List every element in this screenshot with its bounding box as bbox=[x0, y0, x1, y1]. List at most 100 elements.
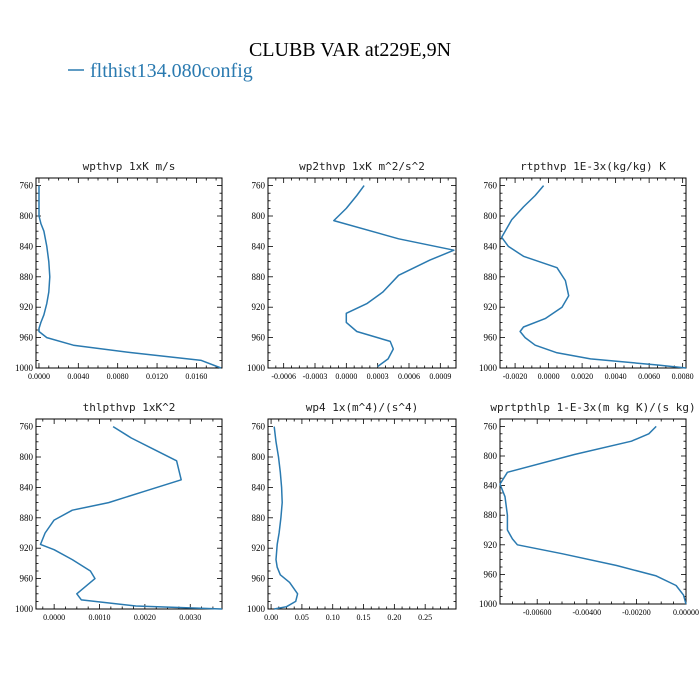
figure-legend: flthist134.080config bbox=[68, 60, 253, 82]
x-tick-label: 0.00000 bbox=[673, 608, 699, 617]
panel-title: wpthvp 1xK m/s bbox=[83, 160, 176, 173]
y-tick-label: 760 bbox=[20, 422, 34, 432]
y-tick-label: 840 bbox=[252, 482, 266, 492]
chart-panel-3: rtpthvp 1E-3x(kg/kg) K 760 800 840 880 920 960… bbox=[479, 160, 694, 381]
y-tick-label: 1000 bbox=[479, 599, 498, 609]
x-tick-label: 0.0080 bbox=[107, 372, 129, 381]
chart-panel-5: wp4 1x(m^4)/(s^4)76080084088092096010000… bbox=[247, 401, 457, 622]
series-line bbox=[39, 425, 223, 610]
y-tick-label: 960 bbox=[20, 574, 34, 584]
panel-title: wprtpthlp 1-E-3x(m kg K)/(s kg) bbox=[490, 401, 695, 414]
y-tick-label: 840 bbox=[20, 482, 34, 492]
x-tick-label: 0.0010 bbox=[89, 613, 111, 622]
y-tick-label: 920 bbox=[252, 543, 266, 553]
y-tick-label: 760 bbox=[252, 422, 266, 432]
chart-panel-6: wprtpthlp 1-E-3x(m kg K)/(s kg) 760 800 840… bbox=[479, 401, 699, 617]
x-tick-label: 0.0040 bbox=[605, 372, 627, 381]
y-tick-label: 960 bbox=[484, 333, 498, 343]
y-tick-label: 880 bbox=[20, 272, 34, 282]
plot-frame bbox=[499, 418, 687, 605]
x-tick-label: 0.0000 bbox=[335, 372, 357, 381]
y-tick-label: 840 bbox=[484, 241, 498, 251]
x-tick-label: 0.0006 bbox=[398, 372, 420, 381]
x-tick-label: -0.0003 bbox=[303, 372, 328, 381]
x-tick-label: 0.0120 bbox=[146, 372, 168, 381]
y-tick-label: 880 bbox=[252, 513, 266, 523]
plot-frame bbox=[35, 418, 223, 610]
y-tick-label: 880 bbox=[484, 272, 498, 282]
y-tick-label: 800 bbox=[252, 452, 266, 462]
x-tick-label: 0.0020 bbox=[134, 613, 156, 622]
y-tick-label: 960 bbox=[484, 569, 498, 579]
series-line bbox=[38, 185, 222, 369]
y-tick-label: 800 bbox=[252, 211, 266, 221]
y-tick-label: 920 bbox=[20, 543, 34, 553]
series-line bbox=[499, 425, 687, 605]
x-tick-label: 0.15 bbox=[357, 613, 371, 622]
plot-frame bbox=[267, 177, 457, 369]
y-tick-label: 760 bbox=[252, 181, 266, 191]
x-tick-label: -0.00400 bbox=[572, 608, 601, 617]
y-tick-label: 1000 bbox=[247, 363, 266, 373]
x-tick-label: 0.0000 bbox=[43, 613, 65, 622]
x-tick-label: 0.0060 bbox=[638, 372, 660, 381]
plot-frame bbox=[499, 177, 687, 369]
x-tick-label: 0.0020 bbox=[571, 372, 593, 381]
x-tick-label: -0.0006 bbox=[271, 372, 296, 381]
x-tick-label: 0.0000 bbox=[538, 372, 560, 381]
panel-title: wp2thvp 1xK m^2/s^2 bbox=[299, 160, 425, 173]
y-tick-label: 960 bbox=[20, 333, 34, 343]
y-tick-label: 1000 bbox=[479, 363, 498, 373]
x-tick-label: 0.05 bbox=[295, 613, 309, 622]
x-tick-label: 0.0030 bbox=[179, 613, 201, 622]
y-tick-label: 840 bbox=[20, 241, 34, 251]
panel-title: wp4 1x(m^4)/(s^4) bbox=[306, 401, 419, 414]
y-tick-label: 800 bbox=[484, 451, 498, 461]
y-tick-label: 880 bbox=[484, 510, 498, 520]
x-tick-label: 0.0160 bbox=[185, 372, 207, 381]
y-tick-label: 920 bbox=[484, 302, 498, 312]
legend-label: flthist134.080config bbox=[90, 60, 253, 82]
panel-title: thlpthvp 1xK^2 bbox=[83, 401, 176, 414]
panel-title: rtpthvp 1E-3x(kg/kg) K bbox=[520, 160, 666, 173]
y-tick-label: 1000 bbox=[247, 604, 266, 614]
figure-title: CLUBB VAR at229E,9N bbox=[249, 39, 451, 61]
series-line bbox=[273, 426, 299, 610]
y-tick-label: 880 bbox=[20, 513, 34, 523]
y-tick-label: 920 bbox=[484, 540, 498, 550]
y-tick-label: 880 bbox=[252, 272, 266, 282]
plot-frame bbox=[267, 418, 457, 610]
y-tick-label: 800 bbox=[20, 211, 34, 221]
x-tick-label: 0.0080 bbox=[672, 372, 694, 381]
y-tick-label: 960 bbox=[252, 333, 266, 343]
x-tick-label: -0.0020 bbox=[503, 372, 528, 381]
y-tick-label: 920 bbox=[20, 302, 34, 312]
x-tick-label: 0.0003 bbox=[367, 372, 389, 381]
y-tick-label: 760 bbox=[484, 181, 498, 191]
x-tick-label: 0.0040 bbox=[67, 372, 89, 381]
x-tick-label: -0.00600 bbox=[523, 608, 552, 617]
series-line bbox=[500, 185, 687, 369]
y-tick-label: 920 bbox=[252, 302, 266, 312]
y-tick-label: 840 bbox=[484, 481, 498, 491]
x-tick-label: 0.25 bbox=[418, 613, 432, 622]
y-tick-label: 1000 bbox=[15, 604, 34, 614]
plot-frame bbox=[35, 177, 223, 369]
x-tick-label: -0.00200 bbox=[622, 608, 651, 617]
x-tick-label: 0.00 bbox=[264, 613, 278, 622]
x-tick-label: 0.10 bbox=[326, 613, 340, 622]
chart-panel-4: thlpthvp 1xK^2 760 800 840 880 920 960 1000 0.00… bbox=[15, 401, 223, 622]
x-tick-label: 0.0009 bbox=[429, 372, 451, 381]
y-tick-label: 960 bbox=[252, 574, 266, 584]
y-tick-label: 1000 bbox=[15, 363, 34, 373]
y-tick-label: 840 bbox=[252, 241, 266, 251]
chart-panel-2: wp2thvp 1xK m^2/s^2 760 800 840 880 920 960 100… bbox=[247, 160, 457, 381]
x-tick-label: 0.20 bbox=[387, 613, 401, 622]
y-tick-label: 800 bbox=[20, 452, 34, 462]
y-tick-label: 760 bbox=[484, 421, 498, 431]
series-line bbox=[333, 185, 455, 368]
chart-panel-1: wpthvp 1xK m/s76080084088092096010000.00… bbox=[15, 160, 223, 381]
x-tick-label: 0.0000 bbox=[28, 372, 50, 381]
y-tick-label: 800 bbox=[484, 211, 498, 221]
